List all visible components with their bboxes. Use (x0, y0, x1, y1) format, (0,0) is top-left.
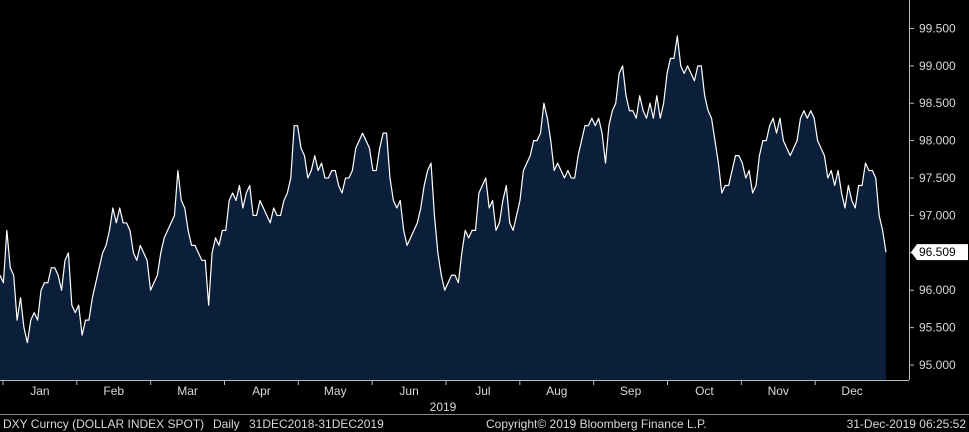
footer-copyright: Copyright© 2019 Bloomberg Finance L.P. (486, 417, 707, 431)
y-axis: 95.00095.50096.00096.50097.00097.50098.0… (909, 0, 956, 380)
x-tick-label: May (324, 384, 347, 398)
last-value-label: 96.509 (919, 245, 956, 259)
footer-timestamp: 31-Dec-2019 06:25:52 (847, 417, 967, 431)
footer-frequency: Daily (213, 417, 240, 431)
area-layer (0, 35, 887, 381)
y-tick-label: 95.500 (919, 321, 956, 335)
series-area (0, 35, 886, 381)
series-line (0, 35, 887, 344)
x-axis: Jan Feb Mar Apr May Jun Jul Aug Sep Oct Nov Dec 2019 (0, 380, 909, 414)
x-tick-label: Dec (841, 384, 862, 398)
y-tick-label: 99.000 (919, 59, 956, 73)
x-tick-label: Oct (695, 384, 714, 398)
x-tick-label: Feb (103, 384, 124, 398)
x-tick-label: Jan (30, 384, 49, 398)
x-year-label: 2019 (430, 400, 457, 414)
y-tick-label: 96.000 (919, 283, 956, 297)
y-tick-label: 97.500 (919, 171, 956, 185)
x-tick-label: Aug (546, 384, 567, 398)
x-tick-label: Jun (399, 384, 418, 398)
last-value-marker: 96.509 (911, 244, 968, 261)
x-tick-label: Sep (620, 384, 642, 398)
y-tick-label: 98.000 (919, 134, 956, 148)
footer-ticker: DXY Curncy (DOLLAR INDEX SPOT) (3, 417, 204, 431)
y-tick-label: 95.000 (919, 358, 956, 372)
x-tick-label: Nov (768, 384, 789, 398)
last-value-box (911, 244, 968, 261)
x-tick-label: Mar (177, 384, 198, 398)
y-tick-label: 97.000 (919, 208, 956, 222)
footer-range: 31DEC2018-31DEC2019 (249, 417, 384, 431)
y-tick-label: 98.500 (919, 96, 956, 110)
x-tick-label: Jul (475, 384, 490, 398)
x-tick-label: Apr (252, 384, 271, 398)
y-tick-label: 99.500 (919, 21, 956, 35)
